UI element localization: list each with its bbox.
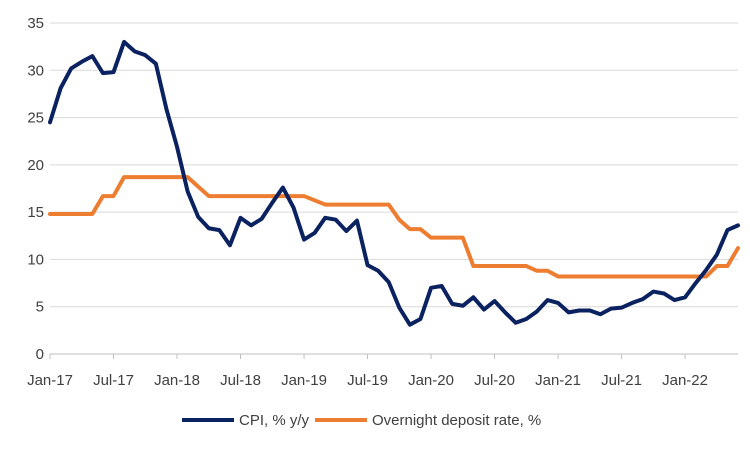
- x-tick-label: Jul-19: [347, 372, 388, 389]
- y-tick-label: 35: [27, 15, 44, 32]
- deposit-rate-series-line: [48, 175, 740, 279]
- cpi-series-line: [48, 39, 740, 327]
- x-tick-label: Jan-20: [408, 372, 454, 389]
- x-tick-label: Jan-17: [27, 372, 73, 389]
- x-tick-label: Jan-21: [535, 372, 581, 389]
- y-tick-label: 20: [27, 157, 44, 174]
- x-tick-label: Jul-18: [220, 372, 261, 389]
- x-tick-label: Jul-21: [601, 372, 642, 389]
- y-tick-label: 25: [27, 110, 44, 127]
- y-tick-labels: 0 5 10 15 20 25 30 35: [27, 15, 44, 363]
- y-tick-label: 15: [27, 204, 44, 221]
- grid-lines: [50, 22, 738, 308]
- y-tick-label: 30: [27, 62, 44, 79]
- series-lines: [48, 39, 740, 327]
- x-tick-labels: Jan-17 Jul-17 Jan-18 Jul-18 Jan-19 Jul-19 Jan-…: [27, 354, 708, 389]
- y-tick-label: 10: [27, 251, 44, 268]
- y-tick-label: 0: [36, 346, 44, 363]
- x-tick-label: Jul-20: [474, 372, 515, 389]
- legend-label: Overnight deposit rate, %: [372, 412, 541, 429]
- x-tick-label: Jul-17: [93, 372, 134, 389]
- x-tick-label: Jan-19: [281, 372, 327, 389]
- legend: CPI, % y/y Overnight deposit rate, %: [182, 412, 541, 429]
- y-tick-label: 5: [36, 299, 44, 316]
- legend-label: CPI, % y/y: [239, 412, 310, 429]
- x-tick-label: Jan-18: [154, 372, 200, 389]
- x-tick-label: Jan-22: [662, 372, 708, 389]
